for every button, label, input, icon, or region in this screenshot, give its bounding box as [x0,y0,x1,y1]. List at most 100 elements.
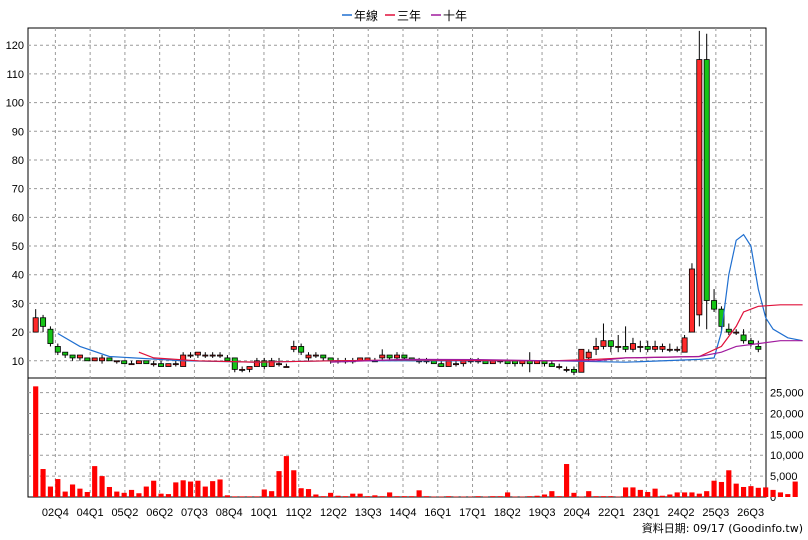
volume-bar [578,496,584,498]
candle-body [121,360,128,365]
volume-bar [224,495,230,497]
candle [290,340,297,353]
x-axis: 02Q4 04Q1 05Q2 06Q2 07Q3 08Q4 10Q1 11Q2 12Q2 13Q3… [42,507,764,519]
x-tick-label: 24Q2 [668,507,695,519]
price-tick-label: 20 [12,327,24,339]
candle [445,360,452,367]
volume-bar [556,496,562,497]
volume-bar [689,492,695,497]
moving-averages [57,233,803,363]
candle [725,323,732,335]
volume-bar [246,496,253,497]
candle-body [224,357,231,362]
candle-body [688,268,695,333]
candles [32,30,762,376]
candle [585,349,592,361]
volume-bar [128,489,135,497]
volume-bar [232,496,238,497]
candle-body [740,334,747,342]
volume-bar [645,491,651,497]
volume-bar [667,494,673,497]
volume-bar [394,496,400,497]
volume-tick-label: 10,000 [770,450,804,462]
price-tick-label: 40 [12,270,24,282]
volume-bar [549,491,555,497]
candle-body [99,357,106,362]
volume-bar [748,486,754,497]
volume-bar [726,470,732,497]
price-tick-label: 10 [12,356,24,368]
candle [40,314,47,333]
volume-bar [681,492,688,497]
volume-bar [431,496,437,498]
legend-label-1: 年線 [354,8,378,23]
volume-bar [69,484,76,497]
candle [674,346,681,353]
x-tick-label: 07Q3 [181,507,208,519]
volume-bar [114,491,120,497]
volume-bar [328,492,334,497]
volume-bar [84,491,90,497]
candle-body [62,351,69,356]
x-tick-label: 25Q3 [702,507,729,519]
candle [607,340,614,353]
volume-bar [482,496,489,498]
candle [379,349,386,361]
candle-body [158,363,165,367]
x-tick-label: 20Q4 [563,507,590,519]
candle [755,340,762,353]
volume-bar [505,492,511,497]
candle-body [202,354,209,357]
candle [76,354,83,361]
x-tick-label: 05Q2 [111,507,138,519]
candle-body [600,340,607,347]
volume-bar [173,482,179,497]
volume-bar [733,483,739,497]
volume-bar [313,494,319,497]
volume-bar [379,496,385,497]
candle-body [666,348,673,351]
candle [548,360,555,367]
x-tick-label: 08Q4 [216,507,243,519]
volume-bar [99,476,105,497]
volume-bar [62,491,68,497]
volume-bar [600,496,607,497]
candle-body [276,363,283,366]
price-axis: 10 20 30 40 50 60 70 80 90 100 110 120 [6,40,24,368]
candle [593,337,600,356]
x-tick-label: 22Q1 [598,507,625,519]
candle [217,352,224,358]
volume-bar [652,488,658,497]
volume-tick-label: 0 [770,492,776,504]
candle-body [47,328,54,344]
volume-bar [674,492,680,497]
volume-bar [770,489,776,497]
candle-body [246,366,253,370]
volume-bar [55,479,61,497]
candle [69,354,76,361]
volume-tick-label: 20,000 [770,408,804,420]
volume-bar [33,386,39,497]
candle-body [187,354,194,357]
volume-bar [718,481,725,497]
candle-body [40,317,47,327]
volume-bar [372,495,378,497]
candle-body [298,346,305,353]
x-tick-label: 04Q1 [77,507,104,519]
volume-bar [659,495,666,497]
candle [563,366,570,373]
price-tick-label: 80 [12,155,24,167]
candle-body [585,351,592,359]
candle-body [652,346,659,350]
candle-body [659,346,666,350]
candle [312,352,319,358]
grid-lines [28,28,766,497]
candle [135,360,142,365]
candle-body [615,346,622,348]
candle [666,343,673,353]
x-tick-label: 11Q2 [286,507,312,519]
candle-body [725,328,732,333]
candle [187,352,194,358]
volume-bar [165,494,171,497]
x-tick-label: 23Q1 [633,507,660,519]
